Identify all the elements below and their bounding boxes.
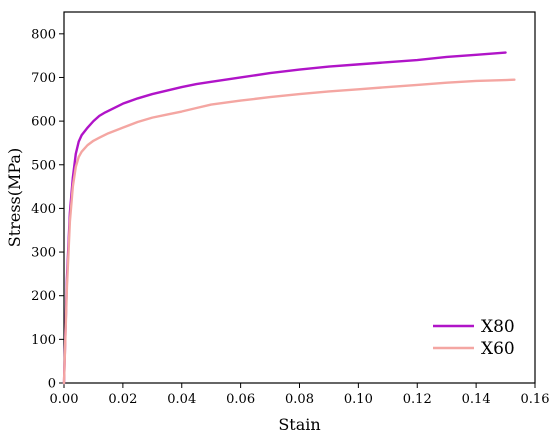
series-lines (62, 51, 516, 385)
x-axis-ticks: 0.00 0.02 0.04 0.06 0.08 0.10 0.12 0.14 0.16 (50, 383, 550, 407)
x-tick-label: 0.02 (108, 392, 137, 407)
x-tick-label: 0.10 (344, 392, 373, 407)
y-tick-label: 400 (31, 202, 56, 217)
series-line-x80 (62, 51, 507, 385)
y-tick-label: 300 (31, 246, 56, 261)
x-tick-label: 0.12 (403, 392, 432, 407)
plot-frame (63, 11, 536, 384)
legend-label-x80: X80 (481, 317, 515, 337)
y-tick-label: 100 (31, 333, 56, 348)
x-tick-label: 0.00 (50, 392, 79, 407)
y-axis-ticks: 0 100 200 300 400 500 600 700 800 (31, 27, 64, 392)
x-tick-label: 0.16 (521, 392, 550, 407)
x-tick-label: 0.06 (226, 392, 255, 407)
series-line-x60 (62, 78, 516, 385)
x-tick-label: 0.08 (285, 392, 314, 407)
y-axis-title: Stress(MPa) (5, 148, 24, 247)
y-tick-label: 800 (31, 27, 56, 42)
y-tick-label: 200 (31, 289, 56, 304)
legend-label-x60: X60 (481, 339, 515, 359)
y-tick-label: 600 (31, 115, 56, 130)
x-tick-label: 0.04 (167, 392, 196, 407)
y-tick-label: 0 (48, 377, 56, 392)
plot-border (63, 11, 536, 384)
x-tick-label: 0.14 (462, 392, 491, 407)
y-tick-label: 500 (31, 158, 56, 173)
x-axis-title: Stain (278, 415, 320, 434)
y-tick-label: 700 (31, 71, 56, 86)
